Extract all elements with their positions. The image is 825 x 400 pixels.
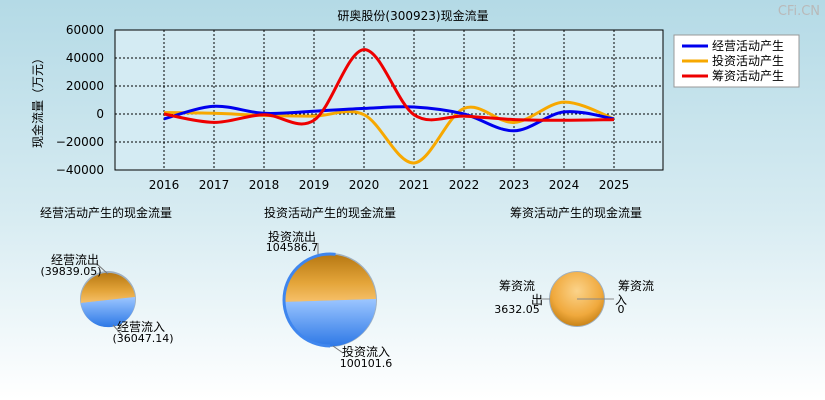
x-tick-label: 2017 bbox=[199, 178, 230, 192]
watermark: CFi.CN bbox=[778, 4, 820, 19]
x-tick-label: 2016 bbox=[149, 178, 180, 192]
chart-title: 研奥股份(300923)现金流量 bbox=[337, 8, 488, 23]
operating-pie-title: 经营活动产生的现金流量 bbox=[40, 205, 172, 220]
series-line-2 bbox=[163, 100, 615, 165]
investing-inflow-slice bbox=[284, 299, 377, 347]
y-tick-label: 60000 bbox=[66, 23, 104, 37]
operating-inflow-label: 经营流入 bbox=[117, 320, 165, 334]
investing-pie: 投资流出 104586.7 投资流入 100101.6 bbox=[266, 229, 393, 370]
y-tick-label: −40000 bbox=[56, 163, 104, 177]
investing-outflow-label: 投资流出 bbox=[268, 229, 316, 244]
operating-inflow-leader bbox=[112, 324, 122, 335]
operating-outflow-label: 经营流出 bbox=[51, 253, 99, 267]
legend-label: 筹资活动产生 bbox=[712, 69, 784, 83]
investing-outflow-slice bbox=[283, 254, 376, 302]
y-tick-label: 20000 bbox=[66, 79, 104, 93]
series-lines bbox=[163, 48, 615, 165]
operating-outflow-value: (39839.05) bbox=[40, 265, 101, 278]
operating-inflow-slice bbox=[81, 297, 136, 328]
investing-pie-title: 投资活动产生的现金流量 bbox=[264, 205, 396, 220]
x-tick-label: 2020 bbox=[349, 178, 380, 192]
investing-inflow-ring bbox=[282, 252, 378, 348]
x-tick-label: 2018 bbox=[249, 178, 280, 192]
operating-outflow-slice bbox=[80, 272, 135, 303]
y-tick-label: −20000 bbox=[56, 135, 104, 149]
x-tick-labels: 2016 2017 2018 2019 2020 2021 2022 2023 2024 2025 bbox=[149, 178, 630, 192]
y-tick-label: 0 bbox=[96, 107, 104, 121]
investing-inflow-label: 投资流入 bbox=[342, 344, 390, 359]
x-tick-label: 2023 bbox=[499, 178, 530, 192]
x-tick-label: 2025 bbox=[599, 178, 630, 192]
series-line-3 bbox=[163, 48, 615, 126]
operating-inflow-value: (36047.14) bbox=[112, 332, 173, 345]
financing-inflow-value: 0 bbox=[618, 303, 625, 316]
financing-outflow-value: 3632.05 bbox=[494, 303, 540, 316]
legend-label: 经营活动产生 bbox=[712, 39, 784, 53]
investing-outflow-value: 104586.7 bbox=[266, 241, 319, 254]
legend-label: 投资活动产生 bbox=[712, 53, 784, 68]
plot-area bbox=[114, 29, 664, 171]
operating-pie: 经营流出 (39839.05) 经营流入 (36047.14) bbox=[40, 253, 173, 345]
financing-pie: 筹资流出 3632.05 筹资流入 0 bbox=[494, 271, 654, 327]
y-axis-label: 现金流量（万元） bbox=[30, 52, 45, 148]
x-tick-label: 2024 bbox=[549, 178, 580, 192]
financing-outflow-label: 筹资流出 bbox=[499, 279, 543, 307]
investing-inflow-leader bbox=[332, 345, 344, 354]
operating-outflow-leader bbox=[96, 263, 109, 275]
y-tick-labels: 60000 40000 20000 0 −20000 −40000 bbox=[56, 23, 104, 177]
cash-flow-line-chart: 研奥股份(300923)现金流量 现金流量（万元） 60000 40000 2000… bbox=[30, 8, 800, 192]
investing-inflow-value: 100101.6 bbox=[340, 357, 393, 370]
x-tick-label: 2019 bbox=[299, 178, 330, 192]
x-tick-label: 2021 bbox=[399, 178, 430, 192]
x-tick-label: 2022 bbox=[449, 178, 480, 192]
financing-inflow-label: 筹资流入 bbox=[615, 279, 654, 307]
financing-pie-title: 筹资活动产生的现金流量 bbox=[510, 205, 642, 220]
y-tick-label: 40000 bbox=[66, 51, 104, 65]
series-line-1 bbox=[163, 104, 615, 133]
